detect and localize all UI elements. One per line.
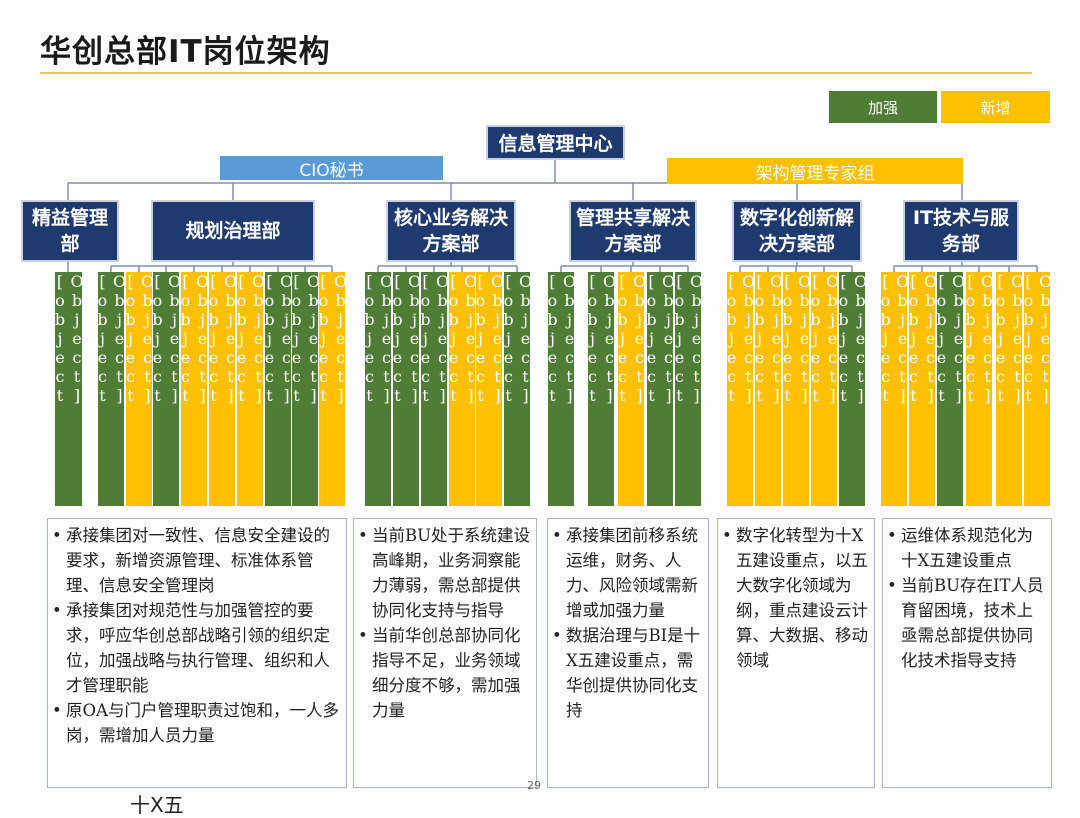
role-box: [object Object]: [647, 272, 673, 506]
role-box: [object Object]: [811, 272, 837, 506]
role-box: [object Object]: [1024, 272, 1050, 506]
dept-it-technology-service: IT技术与服务部: [903, 200, 1019, 262]
desc-item: 当前BU存在IT人员育留困境，技术上亟需总部提供协同化技术指导支持: [887, 573, 1047, 673]
role-box: [object Object]: [909, 272, 935, 506]
role-box: [object Object]: [727, 272, 753, 506]
role-box: [object Object]: [588, 272, 614, 506]
role-box: [object Object]: [98, 272, 124, 506]
role-box: [object Object]: [476, 272, 502, 506]
role-box: [object Object]: [265, 272, 291, 506]
footer-text: 十X五: [130, 793, 184, 817]
role-box: [object Object]: [839, 272, 865, 506]
desc-box-planning: 承接集团对一致性、信息安全建设的要求，新增资源管理、标准体系管理、信息安全管理岗…: [47, 518, 347, 788]
title-underline: [40, 72, 1032, 74]
role-box: [object Object]: [783, 272, 809, 506]
desc-item: 数字化转型为十X五建设重点，以五大数字化领域为纲，重点建设云计算、大数据、移动领…: [722, 523, 870, 673]
desc-item: 原OA与门户管理职责过饱和，一人多岗，需增加人员力量: [52, 698, 342, 748]
role-box: [object Object]: [181, 272, 207, 506]
role-box: [object Object]: [996, 272, 1022, 506]
architecture-expert-group: 架构管理专家组: [667, 158, 963, 184]
role-box: [object Object]: [126, 272, 152, 506]
dept-core-business-solutions: 核心业务解决方案部: [386, 200, 516, 262]
legend-add: 新增: [941, 91, 1050, 123]
legend-strengthen: 加强: [829, 91, 937, 123]
role-box: [object Object]: [618, 272, 644, 506]
role-box: [object Object]: [966, 272, 992, 506]
role-box: [object Object]: [237, 272, 263, 506]
role-box: [object Object]: [449, 272, 475, 506]
desc-box-shared: 承接集团前移系统运维，财务、人力、风险领域需新增或加强力量 数据治理与BI是十X…: [547, 518, 709, 788]
role-box: [object Object]: [548, 272, 574, 506]
desc-item: 承接集团前移系统运维，财务、人力、风险领域需新增或加强力量: [552, 523, 704, 623]
role-box: [object Object]: [937, 272, 963, 506]
cio-secretary: CIO秘书: [220, 156, 443, 181]
role-box: [object Object]: [209, 272, 235, 506]
desc-box-digital: 数字化转型为十X五建设重点，以五大数字化领域为纲，重点建设云计算、大数据、移动领…: [717, 518, 875, 788]
desc-item: 当前BU处于系统建设高峰期，业务洞察能力薄弱，需总部提供协同化支持与指导: [358, 523, 532, 623]
role-box: [object Object]: [393, 272, 419, 506]
desc-item: 当前华创总部协同化指导不足，业务领域细分度不够，需加强力量: [358, 623, 532, 723]
role-box: [object Object]: [755, 272, 781, 506]
role-box: [object Object]: [292, 272, 318, 506]
role-box: [object Object]: [319, 272, 345, 506]
role-box: [object Object]: [881, 272, 907, 506]
desc-box-core-business: 当前BU处于系统建设高峰期，业务洞察能力薄弱，需总部提供协同化支持与指导 当前华…: [353, 518, 537, 788]
role-box: [object Object]: [153, 272, 179, 506]
dept-digital-innovation-solutions: 数字化创新解决方案部: [732, 200, 862, 262]
page-title: 华创总部IT岗位架构: [40, 34, 331, 70]
desc-box-it-service: 运维体系规范化为十X五建设重点 当前BU存在IT人员育留困境，技术上亟需总部提供…: [882, 518, 1052, 788]
dept-planning-governance: 规划治理部: [151, 200, 315, 262]
dept-lean-management: 精益管理部: [21, 200, 119, 262]
role-box: [object Object]: [365, 272, 391, 506]
dept-management-shared-solutions: 管理共享解决方案部: [569, 200, 697, 262]
desc-item: 承接集团对规范性与加强管控的要求，呼应华创总部战略引领的组织定位，加强战略与执行…: [52, 598, 342, 698]
role-box: [object Object]: [675, 272, 701, 506]
desc-item: 数据治理与BI是十X五建设重点，需华创提供协同化支持: [552, 623, 704, 723]
role-box: [object Object]: [421, 272, 447, 506]
role-box: [object Object]: [55, 272, 82, 506]
desc-item: 承接集团对一致性、信息安全建设的要求，新增资源管理、标准体系管理、信息安全管理岗: [52, 523, 342, 598]
role-box: [object Object]: [504, 272, 530, 506]
desc-item: 运维体系规范化为十X五建设重点: [887, 523, 1047, 573]
page-number: 29: [527, 779, 541, 792]
info-management-center: 信息管理中心: [486, 125, 625, 160]
